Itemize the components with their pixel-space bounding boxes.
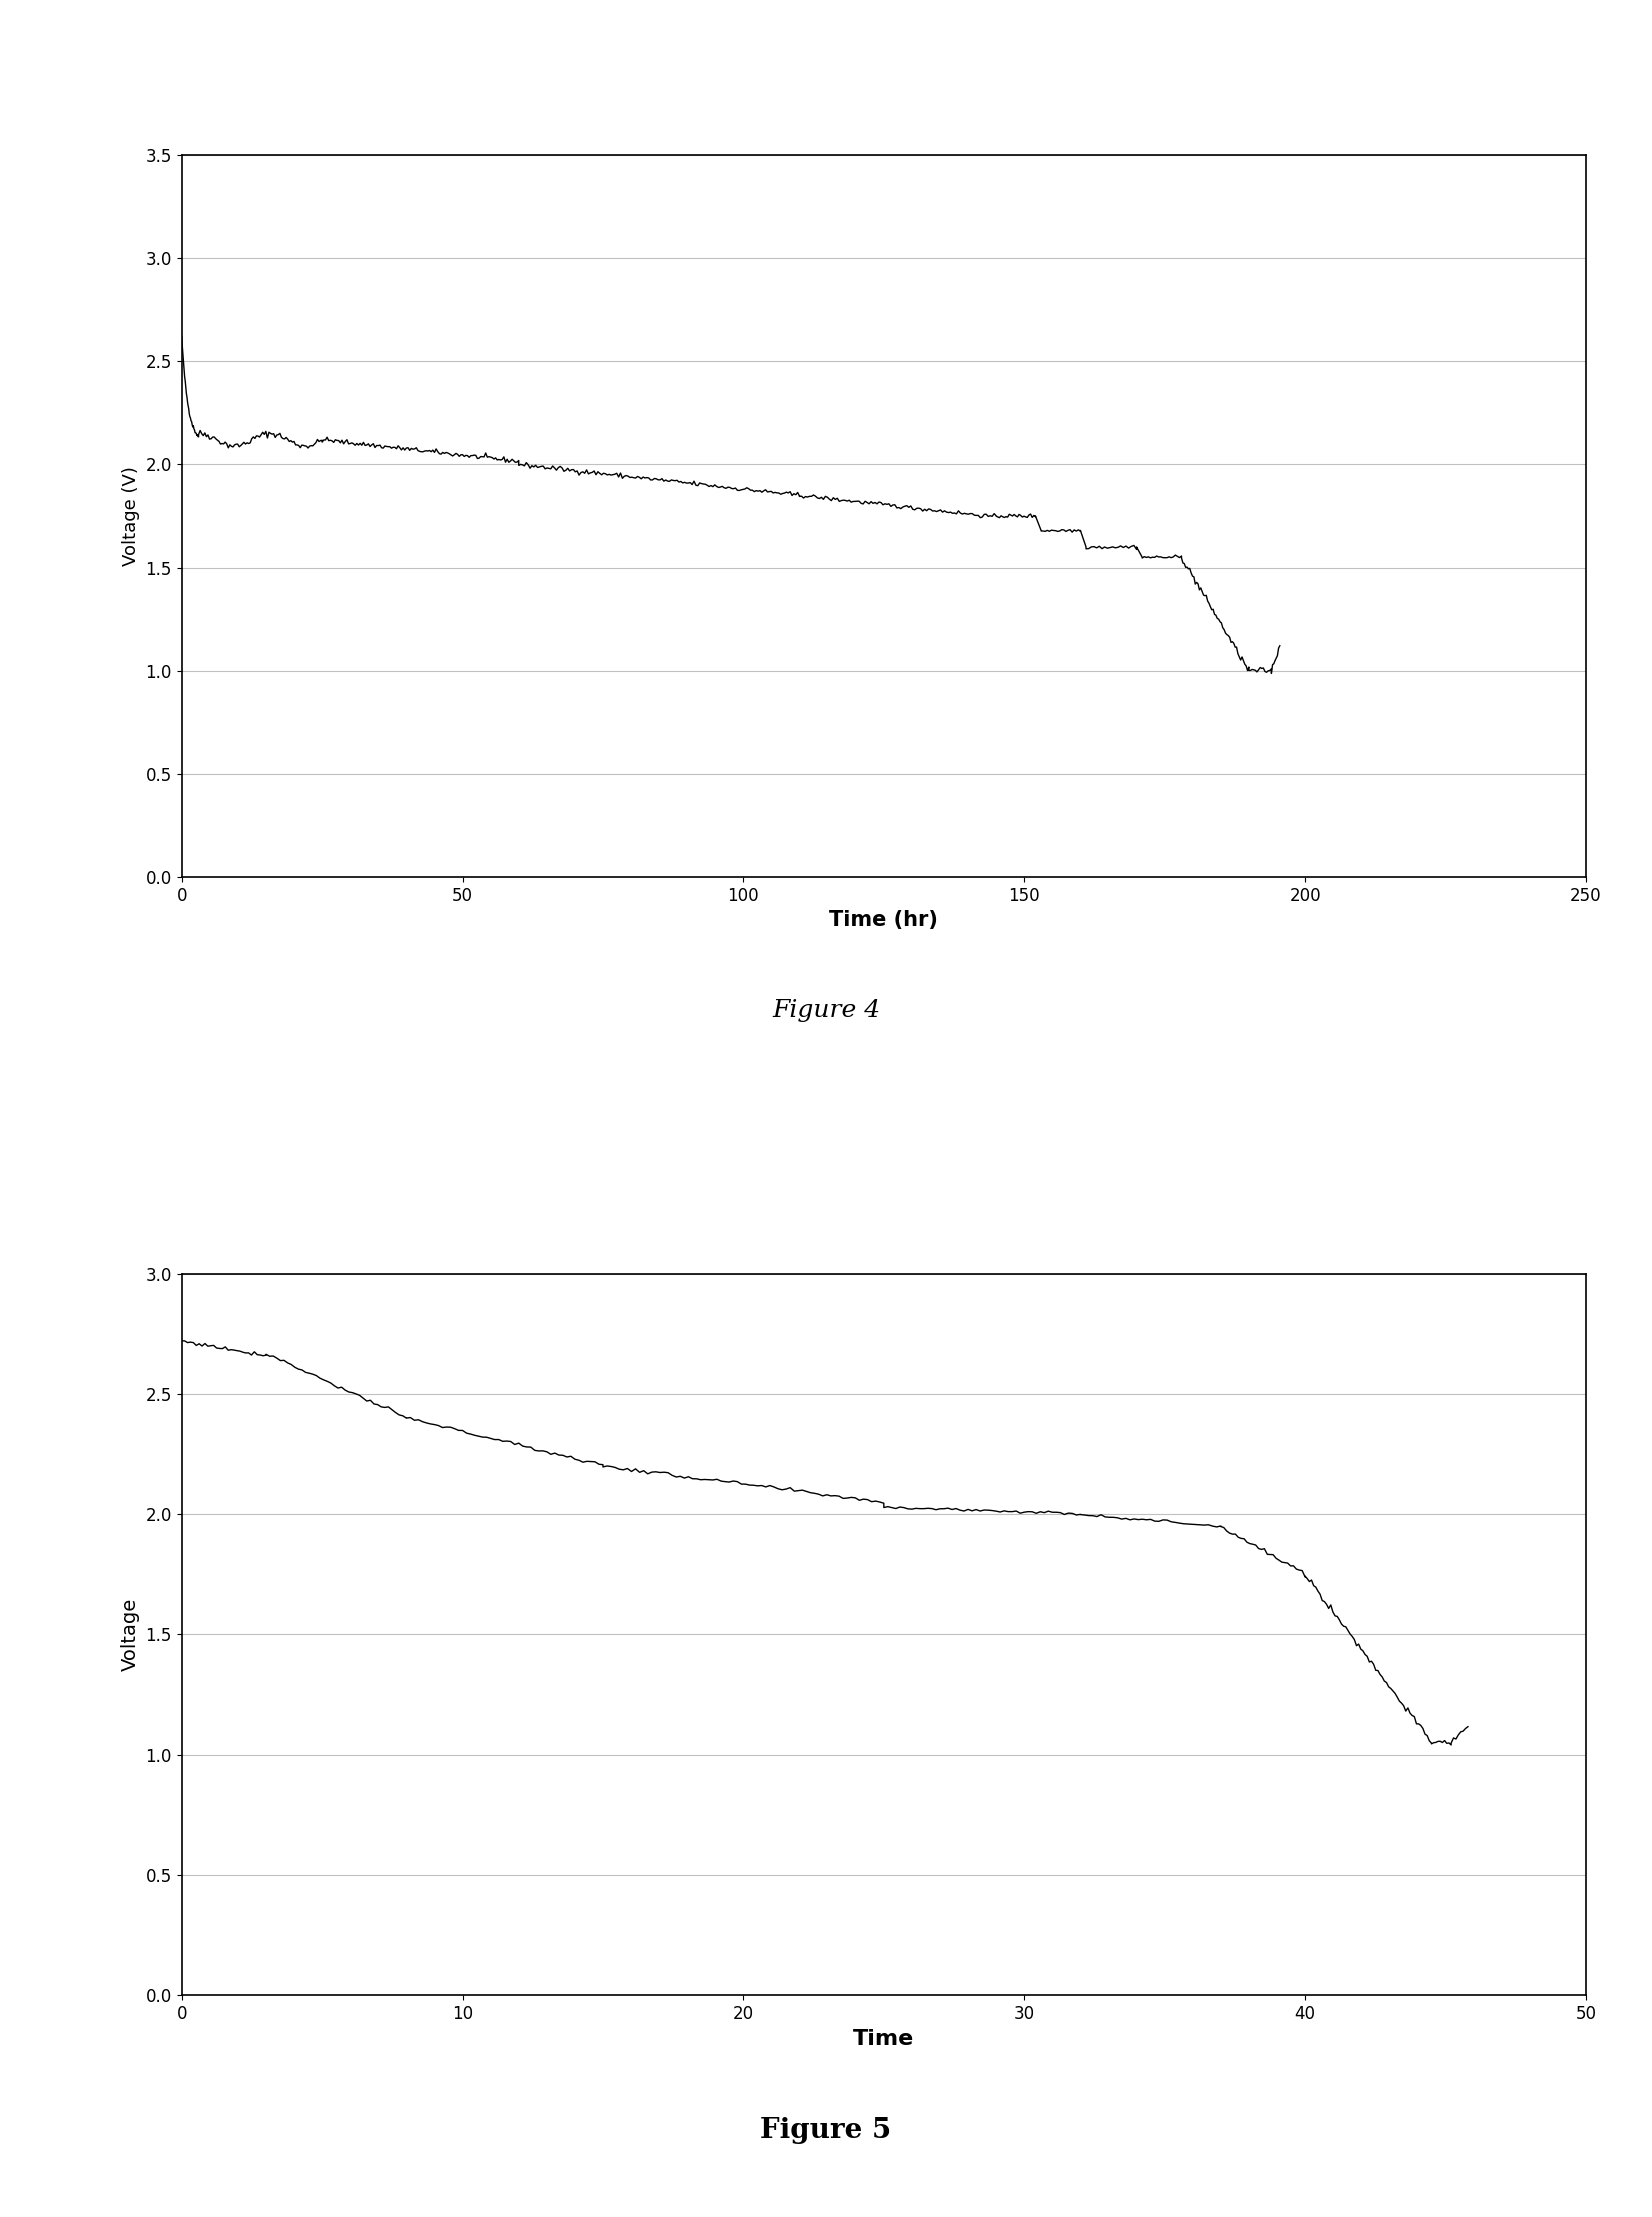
X-axis label: Time: Time — [852, 2029, 915, 2049]
Y-axis label: Voltage (V): Voltage (V) — [122, 466, 140, 565]
X-axis label: Time (hr): Time (hr) — [829, 911, 938, 931]
Text: Figure 5: Figure 5 — [760, 2117, 892, 2144]
Text: Figure 4: Figure 4 — [771, 998, 881, 1022]
Y-axis label: Voltage: Voltage — [121, 1598, 140, 1672]
